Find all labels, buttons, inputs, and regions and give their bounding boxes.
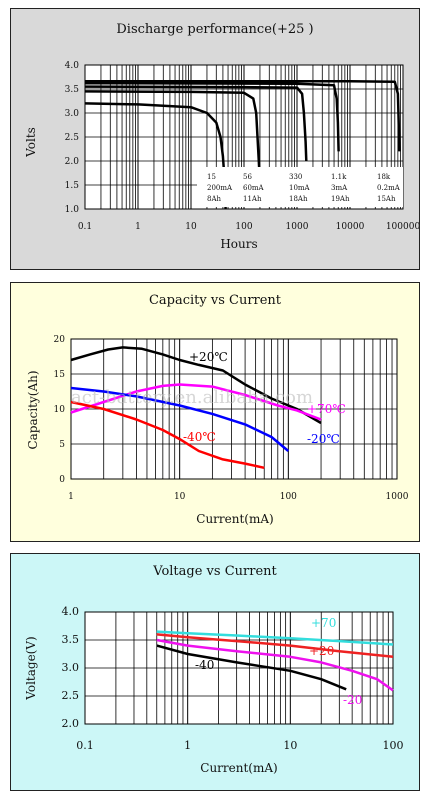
y-axis-label: Capacity(Ah) [26, 370, 40, 449]
series-line [156, 644, 347, 691]
series-label: +70℃ [307, 402, 346, 416]
y-tick-label: 3.5 [62, 633, 80, 646]
series-label: +70 [311, 616, 336, 630]
y-tick-label: 3.0 [62, 661, 80, 674]
y-tick-label: 5 [59, 440, 65, 450]
series-line [156, 633, 394, 659]
chart-title: Capacity vs Current [149, 293, 282, 308]
discharge-legend-table: 15 56 330 1.1k 18k 200mA 60mA 10mA 3mA 0.2mA 8Ah 11… [197, 167, 403, 207]
x-tick-label: 100000 [386, 222, 419, 232]
x-tick-label: 1 [68, 492, 74, 502]
y-tick-label: 2.5 [65, 133, 80, 143]
chart-title: Discharge performance(+25 ) [116, 22, 313, 37]
series-line [156, 630, 394, 646]
y-axis-label: Voltage(V) [24, 636, 38, 700]
legend-cell: 18Ah [289, 195, 308, 203]
legend-cell: 11Ah [243, 195, 262, 203]
legend-cell: 19Ah [331, 195, 350, 203]
x-tick-label: 1 [184, 739, 191, 752]
x-tick-label: 100 [235, 222, 252, 232]
legend-cell: 15Ah [377, 195, 396, 203]
x-tick-label: 10 [174, 492, 186, 502]
capacity-chart: Capacity vs Current Capacity(Ah) Current… [26, 293, 409, 526]
series-label: -20 [343, 693, 362, 707]
series-label: -20℃ [307, 432, 340, 446]
chart-title: Voltage vs Current [152, 564, 277, 579]
legend-cell: 200mA [207, 184, 233, 192]
series-label: +20 [309, 644, 334, 658]
series-line [85, 80, 401, 152]
x-axis-label: Current(mA) [200, 761, 277, 775]
y-tick-label: 10 [54, 405, 66, 415]
legend-box [197, 167, 403, 207]
capacity-panel: Capacity vs Current Capacity(Ah) Current… [10, 282, 420, 542]
x-tick-label: 100 [280, 492, 297, 502]
y-tick-label: 15 [54, 370, 66, 380]
legend-cell: 8Ah [207, 195, 222, 203]
y-tick-label: 3.5 [65, 85, 80, 95]
series-label: +20℃ [189, 350, 228, 364]
voltage-panel: Voltage vs Current Voltage(V) Current(mA… [10, 553, 420, 791]
series-line [70, 400, 265, 470]
series-line [70, 383, 322, 421]
x-tick-label: 10000 [336, 222, 365, 232]
x-tick-label: 1000 [286, 222, 309, 232]
y-tick-label: 2.0 [62, 717, 80, 730]
series-line [84, 90, 262, 186]
x-axis-label: Hours [220, 237, 257, 251]
series-line [84, 85, 308, 162]
x-tick-label: 0.1 [78, 222, 92, 232]
legend-cell: 330 [289, 173, 302, 181]
x-axis-label: Current(mA) [196, 512, 273, 526]
x-tick-label: 0.1 [76, 739, 94, 752]
voltage-chart: Voltage vs Current Voltage(V) Current(mA… [24, 564, 404, 775]
x-tick-label: 10 [283, 739, 297, 752]
y-tick-label: 1.5 [65, 181, 80, 191]
y-tick-label: 20 [54, 335, 66, 345]
series-label: -40℃ [183, 430, 216, 444]
legend-cell: 18k [377, 173, 391, 181]
series-line [84, 81, 340, 152]
series-line [70, 346, 322, 425]
x-tick-label: 1 [135, 222, 141, 232]
y-tick-label: 3.0 [65, 109, 80, 119]
legend-cell: 10mA [289, 184, 311, 192]
y-tick-label: 2.0 [65, 157, 80, 167]
legend-cell: 15 [207, 173, 216, 181]
watermark: act-battery.en.alibaba.com [71, 387, 313, 408]
discharge-panel: Discharge performance(+25 ) Volts Hours … [10, 8, 420, 270]
legend-cell: 0.2mA [377, 184, 401, 192]
legend-cell: 3mA [331, 184, 348, 192]
y-tick-label: 1.0 [65, 205, 80, 215]
y-tick-label: 2.5 [62, 689, 80, 702]
discharge-chart: Discharge performance(+25 ) Volts Hours … [24, 22, 419, 251]
y-tick-label: 4.0 [65, 61, 80, 71]
x-tick-label: 1000 [386, 492, 409, 502]
x-tick-label: 10 [185, 222, 197, 232]
y-axis-label: Volts [24, 127, 38, 158]
series-label: -40 [195, 658, 214, 672]
x-tick-label: 100 [383, 739, 404, 752]
legend-cell: 60mA [243, 184, 265, 192]
legend-cell: 56 [243, 173, 252, 181]
series-line [156, 638, 394, 692]
y-tick-label: 4.0 [62, 605, 80, 618]
y-tick-label: 0 [59, 475, 65, 485]
legend-cell: 1.1k [331, 173, 347, 181]
series-line [70, 386, 290, 452]
